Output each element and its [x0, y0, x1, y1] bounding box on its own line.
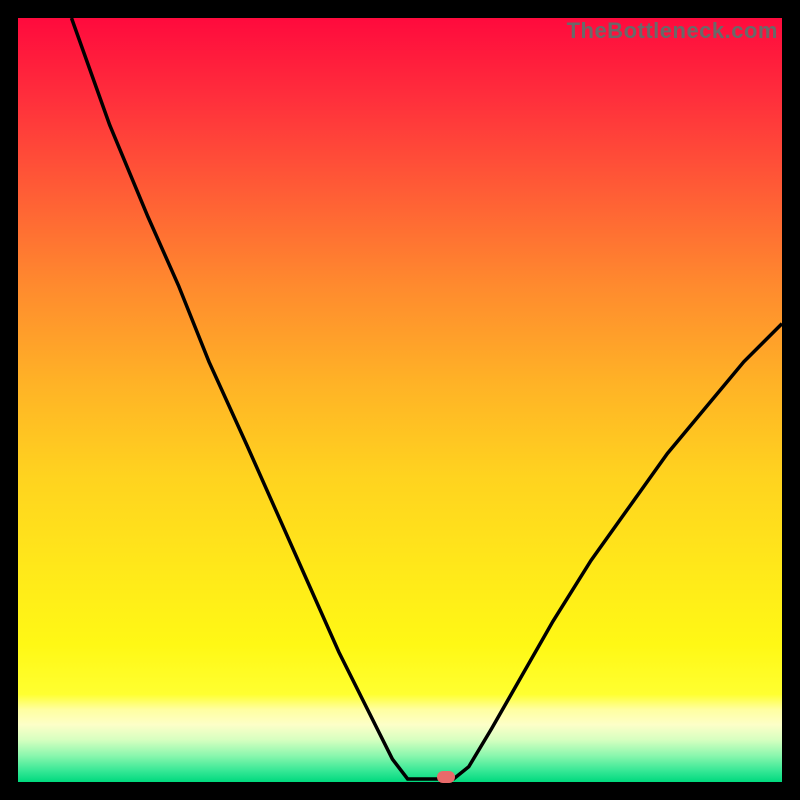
bottleneck-curve	[18, 18, 782, 782]
optimal-point-marker	[437, 771, 455, 783]
curve-path	[71, 18, 782, 779]
chart-container: TheBottleneck.com	[0, 0, 800, 800]
plot-area: TheBottleneck.com	[18, 18, 782, 782]
watermark-text: TheBottleneck.com	[567, 18, 778, 44]
